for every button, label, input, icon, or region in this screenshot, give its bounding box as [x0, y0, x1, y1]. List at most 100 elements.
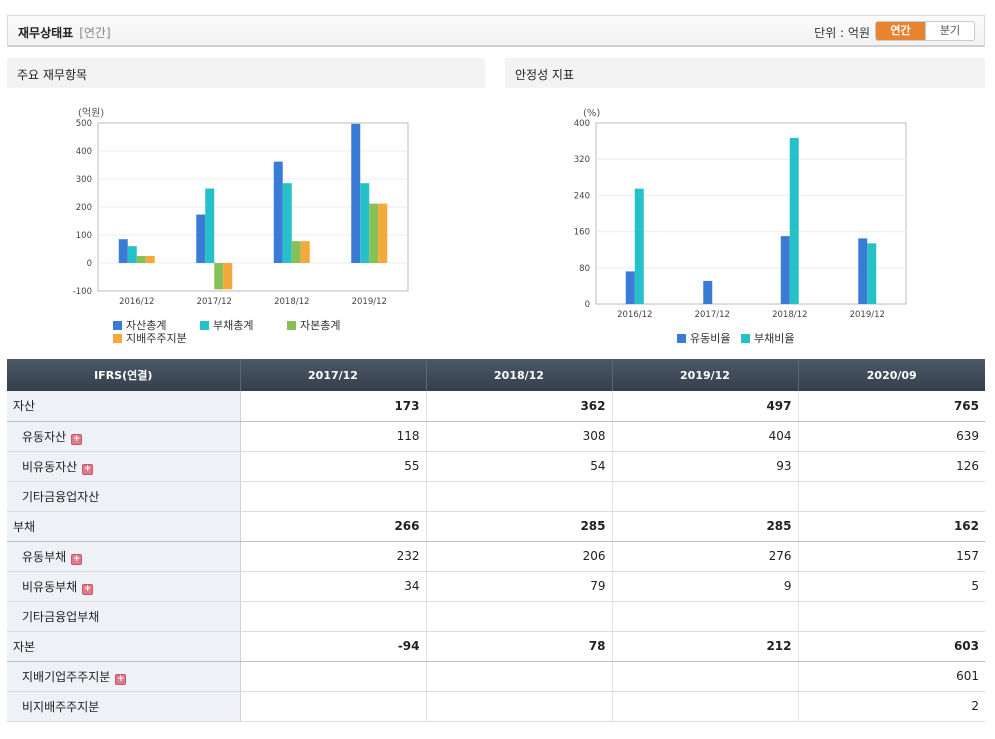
row-label-text: 비유동부채	[22, 579, 78, 594]
y-tick-label: 300	[76, 175, 92, 185]
legend-swatch	[677, 334, 686, 343]
x-tick-label: 2017/12	[695, 310, 730, 320]
table-cell	[425, 481, 612, 512]
bar	[205, 188, 215, 263]
x-tick-label: 2019/12	[850, 310, 885, 320]
table-cell	[239, 661, 426, 692]
bar	[136, 256, 146, 263]
y-tick-label: 100	[76, 231, 92, 241]
legend-swatch	[113, 321, 122, 330]
table-cell: 162	[797, 511, 985, 542]
table-row: 지배기업주주지분 +601	[7, 661, 985, 692]
table-cell	[425, 691, 612, 722]
legend-label: 자산총계	[126, 319, 166, 332]
table-cell: 601	[797, 661, 985, 692]
x-tick-label: 2019/12	[352, 297, 387, 307]
bar	[625, 271, 635, 304]
table-row: 부채 266 285 285 162	[7, 511, 985, 542]
row-label[interactable]: 비유동자산 +	[7, 451, 241, 482]
row-label: 기타금융업부채	[7, 601, 241, 632]
balance-sheet-table: IFRS(연결) 2017/12 2018/12 2019/12 2020/09 자산 1…	[7, 359, 985, 722]
row-label[interactable]: 유동자산 +	[7, 421, 241, 452]
table-row: 유동부채 +232 206 276 157	[7, 541, 985, 572]
table-cell: 157	[797, 541, 985, 572]
table-row: 자산 173 362 497 765	[7, 391, 985, 422]
bar	[282, 183, 292, 263]
panel-title-key-items: 주요 재무항목	[7, 58, 485, 88]
stability-chart: (%) 0 80 160 240 320 400 2016/12 2017/12 2018/12 2…	[574, 108, 907, 345]
y-tick-label: -100	[73, 287, 92, 297]
table-cell: 404	[611, 421, 798, 452]
row-label-text: 비지배주주지분	[22, 699, 100, 714]
row-label-text: 비유동자산	[22, 459, 78, 474]
key-items-chart: (억원) -100 0 100 200 300 400 500 2016/12 2017/12 20…	[73, 107, 409, 345]
table-cell	[797, 481, 985, 512]
x-tick-label: 2018/12	[772, 310, 807, 320]
expand-plus-icon[interactable]: +	[71, 433, 83, 445]
bar	[858, 238, 868, 304]
expand-plus-icon[interactable]: +	[115, 673, 127, 685]
table-header-row: IFRS(연결) 2017/12 2018/12 2019/12 2020/09	[7, 359, 985, 391]
bar	[634, 188, 644, 304]
x-tick-label: 2018/12	[274, 297, 309, 307]
bar	[780, 236, 790, 304]
table-cell: 55	[239, 451, 426, 482]
table-cell: 276	[611, 541, 798, 572]
row-label-text: 자산	[13, 399, 36, 414]
x-tick-label: 2017/12	[197, 297, 232, 307]
y-tick-label: 160	[574, 228, 590, 238]
bar	[703, 280, 713, 304]
expand-plus-icon[interactable]: +	[71, 553, 83, 565]
bar	[360, 183, 370, 263]
row-label: 자산	[7, 391, 241, 422]
expand-plus-icon[interactable]: +	[82, 583, 94, 595]
table-cell: 79	[425, 571, 612, 602]
legend-label: 자본총계	[300, 319, 340, 332]
table-row: 유동자산 +118 308 404 639	[7, 421, 985, 452]
row-label[interactable]: 유동부채 +	[7, 541, 241, 572]
tab-annual[interactable]: 연간	[876, 22, 925, 40]
table-cell: 232	[239, 541, 426, 572]
table-cell	[611, 481, 798, 512]
bar	[127, 246, 137, 263]
legend-swatch	[113, 334, 122, 343]
row-label: 비지배주주지분	[7, 691, 241, 722]
row-label[interactable]: 비유동부채 +	[7, 571, 241, 602]
table-cell: 308	[425, 421, 612, 452]
bar	[300, 241, 310, 263]
legend-swatch	[741, 334, 750, 343]
row-label[interactable]: 지배기업주주지분 +	[7, 661, 241, 692]
table-cell: 126	[797, 451, 985, 482]
expand-plus-icon[interactable]: +	[82, 463, 94, 475]
y-tick-label: 320	[574, 155, 590, 165]
table-row: 비유동자산 +55 54 93 126	[7, 451, 985, 482]
table-cell: 765	[797, 391, 985, 422]
table-cell	[239, 601, 426, 632]
row-label-text: 기타금융업부채	[22, 609, 100, 624]
row-label-text: 유동부채	[22, 549, 67, 564]
x-tick-label: 2016/12	[617, 310, 652, 320]
y-tick-label: 80	[579, 264, 590, 274]
x-tick-label: 2016/12	[119, 297, 154, 307]
bar	[118, 239, 128, 263]
y-tick-label: 400	[76, 147, 92, 157]
bar	[145, 256, 155, 263]
tab-quarterly[interactable]: 분기	[925, 22, 974, 40]
table-row: 자본 -94 78 212 603	[7, 631, 985, 662]
row-label: 자본	[7, 631, 241, 662]
header-period: 2019/12	[611, 359, 798, 391]
bar	[369, 203, 379, 263]
table-cell: 285	[611, 511, 798, 542]
row-label-text: 지배기업주주지분	[22, 669, 111, 684]
row-label-text: 유동자산	[22, 429, 67, 444]
section-title-text: 재무상태표	[18, 26, 74, 40]
table-cell: 266	[239, 511, 426, 542]
section-title: 재무상태표 [연간]	[18, 24, 111, 41]
table-cell: 9	[611, 571, 798, 602]
row-label-text: 기타금융업자산	[22, 489, 100, 504]
panel-title-stability: 안정성 지표	[505, 58, 985, 88]
row-label-text: 부채	[13, 519, 36, 534]
header-period: 2017/12	[239, 359, 426, 391]
y-tick-label: 0	[585, 300, 590, 310]
bar	[273, 161, 283, 263]
